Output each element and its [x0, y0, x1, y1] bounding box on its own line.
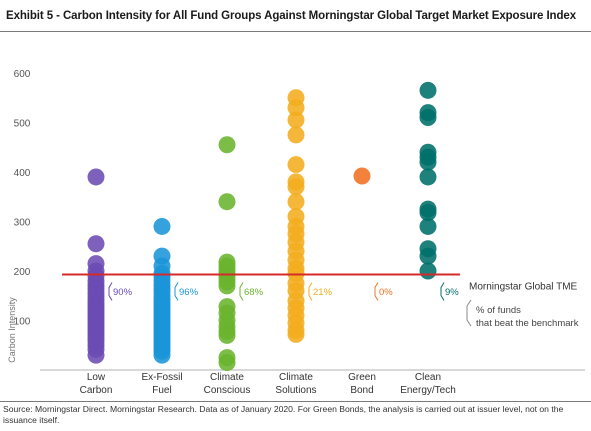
y-tick-label: 300 [14, 218, 31, 229]
data-point [287, 325, 305, 343]
data-point [287, 156, 305, 174]
y-axis-label: Carbon Intensity [7, 297, 17, 363]
category-label: Climate [279, 372, 313, 383]
category-label: Clean [415, 372, 441, 383]
data-point [419, 247, 437, 265]
category-label: Solutions [275, 385, 316, 396]
percent-labels-layer: 90% 96% 68% 21% 0% 9% % of funds that beat the … [108, 282, 579, 329]
category-labels-layer: Low Carbon Ex-Fossil Fuel Climate Conscious Cl… [80, 372, 456, 396]
data-point [287, 193, 305, 211]
percent-label: 0% [379, 287, 393, 298]
percent-bracket [308, 282, 313, 301]
percent-bracket [239, 282, 244, 301]
axis-layer: 100 200 300 400 500 600 Carbon Intensity [7, 69, 585, 371]
percent-bracket [174, 282, 179, 301]
percent-bracket [108, 282, 113, 301]
data-point [218, 193, 236, 211]
data-point [87, 235, 105, 253]
data-point [218, 277, 236, 295]
benchmark-label: Morningstar Global TME [469, 281, 578, 292]
y-tick-label: 500 [14, 119, 31, 130]
data-point [419, 81, 437, 99]
data-point [353, 167, 371, 185]
data-point [419, 217, 437, 235]
data-point [218, 354, 236, 372]
chart-title: Exhibit 5 - Carbon Intensity for All Fun… [6, 10, 576, 22]
data-point [87, 346, 105, 364]
source-note: Source: Morningstar Direct. Morningstar … [3, 404, 564, 425]
bottom-divider [0, 401, 591, 402]
percent-label: 9% [445, 287, 459, 298]
category-label: Green [348, 372, 376, 383]
data-point [419, 168, 437, 186]
benchmark-note-line: % of funds [476, 305, 521, 316]
percent-bracket [374, 282, 379, 301]
data-point [419, 262, 437, 280]
category-label: Energy/Tech [400, 385, 456, 396]
data-point [87, 168, 105, 186]
percent-label: 21% [313, 287, 333, 298]
data-point [287, 178, 305, 196]
category-label: Bond [350, 385, 373, 396]
y-tick-label: 400 [14, 168, 31, 179]
note-bracket [466, 299, 472, 327]
data-point [218, 136, 236, 154]
top-divider [0, 31, 591, 32]
data-point [287, 99, 305, 117]
percent-label: 68% [244, 287, 264, 298]
data-point [287, 111, 305, 129]
data-point [419, 153, 437, 171]
percent-label: 90% [113, 287, 133, 298]
data-point [419, 204, 437, 222]
dots-layer [87, 81, 437, 372]
category-label: Low [87, 372, 106, 383]
data-point [419, 109, 437, 127]
y-tick-label: 200 [14, 267, 31, 278]
y-tick-label: 100 [14, 317, 31, 328]
benchmark-note-line: that beat the benchmark [476, 318, 579, 329]
category-label: Carbon [80, 385, 113, 396]
category-label: Ex-Fossil [141, 372, 182, 383]
percent-label: 96% [179, 287, 199, 298]
data-point [153, 217, 171, 235]
category-label: Climate [210, 372, 244, 383]
y-tick-label: 600 [14, 69, 31, 80]
data-point [218, 326, 236, 344]
category-label: Fuel [152, 385, 171, 396]
percent-bracket [440, 282, 445, 301]
category-label: Conscious [204, 385, 251, 396]
data-point [153, 346, 171, 364]
benchmark-layer: Morningstar Global TME [62, 273, 578, 292]
data-point [287, 126, 305, 144]
